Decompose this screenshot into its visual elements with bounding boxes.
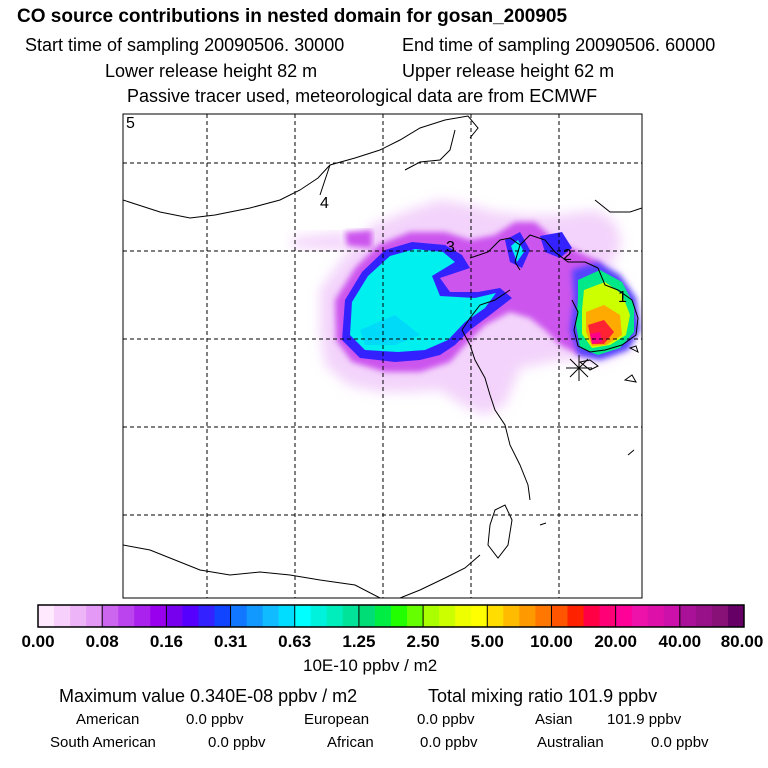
colorbar-cell xyxy=(695,605,713,627)
asian-value: 101.9 ppbv xyxy=(607,711,682,728)
colorbar-cell xyxy=(615,605,633,627)
colorbar-tick-label: 0.63 xyxy=(278,632,312,651)
colorbar-cell xyxy=(310,605,328,627)
map-label-4: 4 xyxy=(320,195,329,212)
colorbar-cell xyxy=(519,605,536,627)
colorbar-cell xyxy=(727,605,745,627)
asian-label: Asian xyxy=(535,711,573,728)
colorbar-cell xyxy=(647,605,665,627)
colorbar-cell xyxy=(407,605,424,627)
colorbar-cell xyxy=(663,605,681,627)
colorbar-cell xyxy=(631,605,649,627)
colorbar-cell xyxy=(326,605,344,627)
south-american-label: South American xyxy=(50,734,156,751)
colorbar-cell xyxy=(70,605,87,627)
colorbar-cell xyxy=(391,605,408,627)
maximum-value-text: Maximum value 0.340E-08 ppbv / m2 xyxy=(59,686,358,706)
colorbar-cell xyxy=(487,605,504,627)
south-american-value: 0.0 ppbv xyxy=(208,734,266,751)
colorbar-cell xyxy=(711,605,729,627)
african-label: African xyxy=(327,734,374,751)
map-frame xyxy=(122,113,643,599)
colorbar-cell xyxy=(150,605,167,627)
figure-title: CO source contributions in nested domain… xyxy=(17,6,568,27)
colorbar-cell xyxy=(358,605,376,627)
colorbar-cell xyxy=(679,605,697,627)
colorbar-cell xyxy=(423,605,440,627)
colorbar-tick-label: 5.00 xyxy=(470,632,504,651)
american-label: American xyxy=(76,711,140,728)
colorbar-cell xyxy=(182,605,199,627)
colorbar-tick-label: 0.08 xyxy=(85,632,119,651)
coastlines xyxy=(123,115,642,598)
colorbar-tick-label: 0.31 xyxy=(213,632,248,651)
colorbar-cell xyxy=(166,605,183,627)
colorbar-cell xyxy=(439,605,456,627)
map-label-2: 2 xyxy=(563,247,572,264)
african-value: 0.0 ppbv xyxy=(420,734,478,751)
colorbar-cell xyxy=(294,605,312,627)
colorbar-cell xyxy=(599,605,617,627)
colorbar-cell xyxy=(583,605,601,627)
colorbar-tick-label: 10.00 xyxy=(530,632,573,651)
australian-label: Australian xyxy=(537,734,604,751)
colorbar-cell xyxy=(567,605,585,627)
end-time-text: End time of sampling 20090506. 60000 xyxy=(402,35,716,55)
lower-release-text: Lower release height 82 m xyxy=(105,61,318,81)
colorbar xyxy=(37,604,745,628)
map-label-5: 5 xyxy=(126,115,135,132)
colorbar-cell xyxy=(551,605,568,627)
map-grid xyxy=(123,114,642,598)
colorbar-cell xyxy=(214,605,232,627)
colorbar-frame xyxy=(37,604,745,628)
colorbar-tick-label: 20.00 xyxy=(594,632,637,651)
colorbar-cell xyxy=(535,605,552,627)
colorbar-cell xyxy=(54,605,71,627)
colorbar-cell xyxy=(246,605,264,627)
colorbar-cell xyxy=(118,605,135,627)
total-mixing-ratio-text: Total mixing ratio 101.9 ppbv xyxy=(428,686,658,706)
release-point-marker xyxy=(566,355,592,381)
colorbar-cell xyxy=(471,605,488,627)
colorbar-units: 10E-10 ppbv / m2 xyxy=(303,656,438,675)
colorbar-cell xyxy=(455,605,472,627)
colorbar-tick-label: 1.25 xyxy=(342,632,376,651)
european-value: 0.0 ppbv xyxy=(417,711,475,728)
plume-layer xyxy=(290,200,640,415)
colorbar-tick-label: 40.00 xyxy=(658,632,702,651)
colorbar-tick-label: 0.16 xyxy=(149,632,183,651)
colorbar-cell xyxy=(262,605,280,627)
colorbar-cell xyxy=(198,605,215,627)
colorbar-cell xyxy=(38,605,55,627)
colorbar-cell xyxy=(86,605,103,627)
start-time-text: Start time of sampling 20090506. 30000 xyxy=(25,35,345,55)
map-label-3: 3 xyxy=(446,239,455,256)
colorbar-cell xyxy=(503,605,520,627)
australian-value: 0.0 ppbv xyxy=(651,734,709,751)
map-label-1: 1 xyxy=(618,289,627,306)
american-value: 0.0 ppbv xyxy=(186,711,244,728)
european-label: European xyxy=(304,711,370,728)
colorbar-tick-label: 2.50 xyxy=(406,632,440,651)
colorbar-tick-label: 80.00 xyxy=(720,632,764,651)
colorbar-cell xyxy=(374,605,392,627)
colorbar-cell xyxy=(134,605,151,627)
colorbar-cell xyxy=(342,605,360,627)
colorbar-cell xyxy=(230,605,248,627)
colorbar-cell xyxy=(102,605,119,627)
colorbar-tick-label: 0.00 xyxy=(21,632,55,651)
passive-tracer-note: Passive tracer used, meteorological data… xyxy=(127,86,598,106)
upper-release-text: Upper release height 62 m xyxy=(402,61,615,81)
colorbar-cell xyxy=(278,605,296,627)
